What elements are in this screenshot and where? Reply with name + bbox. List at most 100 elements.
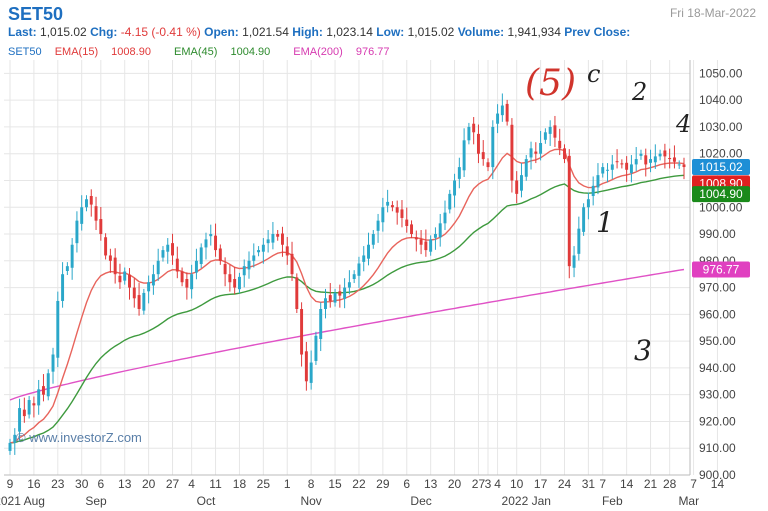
candle-body: [209, 234, 213, 237]
candle-body: [515, 180, 519, 194]
annotation-mark: 4: [675, 110, 691, 138]
candle-body: [228, 274, 232, 283]
x-tick-label: 13: [118, 477, 132, 491]
low-label: Low:: [376, 25, 405, 39]
x-tick-label: 27: [472, 477, 486, 491]
candle-body: [247, 260, 251, 270]
candle-body: [94, 206, 98, 221]
candle-body: [672, 157, 676, 162]
candle-body: [591, 185, 595, 197]
candle-body: [386, 201, 390, 206]
candle-body: [347, 282, 351, 288]
candle-body: [400, 209, 404, 218]
candle-body: [70, 244, 74, 268]
x-group-label: 2021 Aug: [0, 494, 45, 508]
candle-body: [180, 271, 184, 283]
volume-value: 1,941,934: [507, 25, 561, 39]
candle-body: [424, 241, 428, 251]
candle-body: [629, 164, 633, 173]
y-tick-label: 1030.00: [699, 120, 743, 134]
y-tick-label: 1020.00: [699, 147, 743, 161]
y-tick-label: 910.00: [699, 441, 736, 455]
annotation-mark: 2: [631, 78, 647, 106]
candle-body: [529, 148, 533, 158]
high-value: 1,023.14: [326, 25, 373, 39]
candle-body: [362, 255, 366, 262]
candle-body: [419, 239, 423, 245]
annotation-mark: 1: [596, 206, 614, 239]
candle-body: [61, 274, 65, 301]
open-value: 1,021.54: [242, 25, 289, 39]
candle-body: [639, 153, 643, 156]
chg-label: Chg:: [90, 25, 118, 39]
candle-body: [128, 274, 131, 288]
candle-body: [548, 126, 552, 134]
candle-body: [457, 167, 461, 179]
x-tick-label: 18: [233, 477, 247, 491]
candle-body: [601, 167, 605, 174]
x-tick-label: 29: [376, 477, 390, 491]
candle-body: [649, 159, 653, 163]
candle-body: [343, 287, 347, 299]
candle-body: [371, 234, 375, 245]
candle-body: [271, 234, 275, 243]
quote-date: Fri 18-Mar-2022: [669, 6, 756, 20]
candle-body: [610, 164, 614, 170]
legend-ema200-value: 976.77: [355, 46, 390, 58]
candle-body: [65, 266, 69, 271]
price-axis: 1050.001040.001030.001020.001010.001000.…: [699, 66, 743, 482]
candle-body: [151, 274, 155, 286]
candle-body: [658, 153, 662, 157]
y-tick-label: 950.00: [699, 334, 736, 348]
x-tick-label: 6: [403, 477, 410, 491]
indicator-legend: SET50 EMA(15) 1008.90 EMA(45) 1004.90 EM…: [8, 46, 410, 58]
y-tick-label: 1050.00: [699, 66, 743, 80]
x-tick-label: 30: [75, 477, 89, 491]
candle-body: [586, 199, 590, 208]
candle-body: [653, 156, 657, 163]
candle-body: [563, 148, 566, 160]
candle-body: [218, 248, 222, 261]
candle-body: [668, 157, 672, 160]
candle-body: [147, 282, 151, 292]
candle-body: [663, 150, 667, 157]
candle-body: [596, 175, 600, 188]
x-group-label: Oct: [197, 494, 216, 508]
y-tick-label: 960.00: [699, 307, 736, 321]
ema200-line: [9, 268, 685, 401]
candle-body: [481, 152, 485, 160]
x-tick-label: 14: [711, 477, 725, 491]
hand-annotations: (5) c 24 1 3: [525, 60, 691, 367]
candle-body: [357, 263, 361, 276]
y-tick-label: 1040.00: [699, 93, 743, 107]
candle-body: [156, 260, 160, 275]
candle-body: [539, 143, 543, 154]
candle-body: [620, 163, 624, 165]
x-tick-label: 8: [308, 477, 315, 491]
x-tick-label: 14: [620, 477, 634, 491]
candle-body: [467, 126, 471, 141]
quote-line: Last: 1,015.02 Chg: -4.15 (-0.41 %) Open…: [8, 25, 630, 39]
candle-body: [682, 164, 686, 168]
candle-body: [32, 403, 36, 406]
candle-body: [319, 309, 323, 339]
candle-body: [185, 279, 189, 288]
x-tick-label: 7: [599, 477, 606, 491]
candle-body: [433, 234, 437, 238]
candle-body: [338, 291, 342, 296]
candle-body: [625, 162, 629, 170]
y-tick-label: 1000.00: [699, 200, 743, 214]
candle-body: [677, 164, 681, 166]
x-tick-label: 31: [582, 477, 596, 491]
open-label: Open:: [204, 25, 239, 39]
candle-body: [543, 132, 547, 140]
candle-body: [314, 335, 318, 361]
candle-body: [290, 253, 294, 275]
candle-body: [166, 244, 170, 252]
chg-value: -4.15 (-0.41 %): [120, 25, 201, 39]
candle-body: [644, 155, 648, 165]
x-tick-label: 11: [209, 477, 222, 491]
x-tick-label: 28: [663, 477, 677, 491]
low-value: 1,015.02: [407, 25, 455, 39]
x-tick-label: 27: [166, 477, 180, 491]
